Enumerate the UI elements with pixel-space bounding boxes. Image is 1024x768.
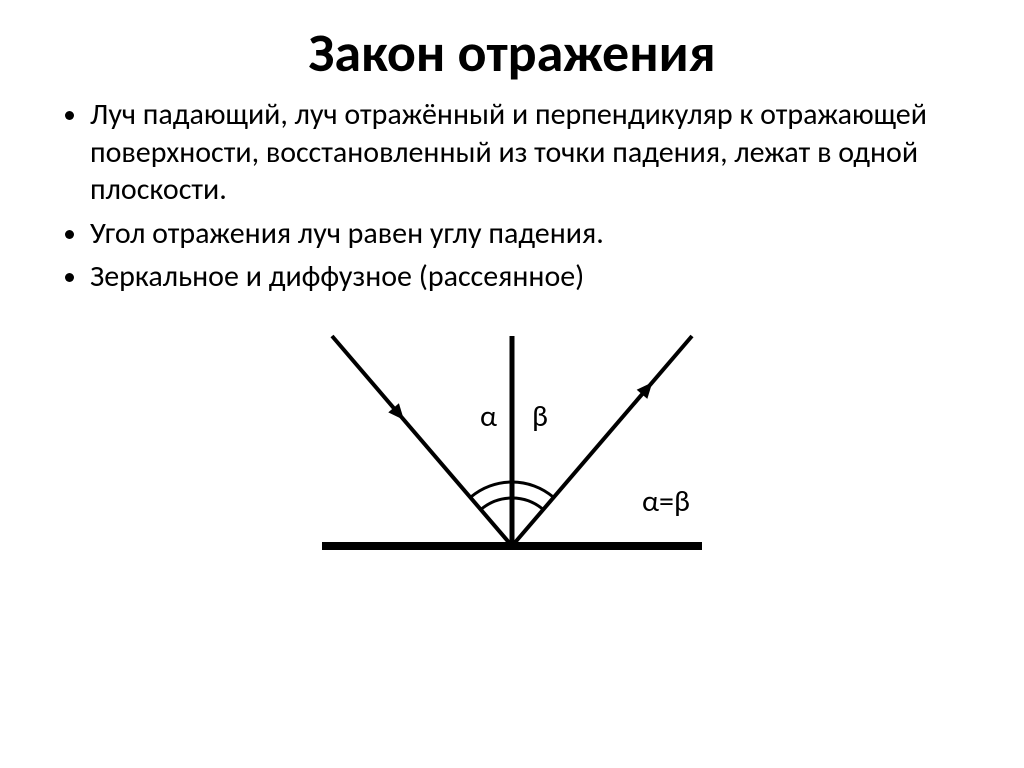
bullet-list: Луч падающий, луч отражённый и перпендик… <box>50 96 974 296</box>
svg-text:α: α <box>480 398 497 435</box>
list-item: Угол отражения луч равен углу падения. <box>90 215 974 253</box>
list-item: Зеркальное и диффузное (рассеянное) <box>90 258 974 296</box>
svg-text:β: β <box>532 398 548 435</box>
slide-title: Закон отражения <box>50 20 974 86</box>
list-item: Луч падающий, луч отражённый и перпендик… <box>90 96 974 209</box>
reflection-diagram: αβ α=β <box>282 306 742 576</box>
svg-text:α=β: α=β <box>642 483 690 520</box>
